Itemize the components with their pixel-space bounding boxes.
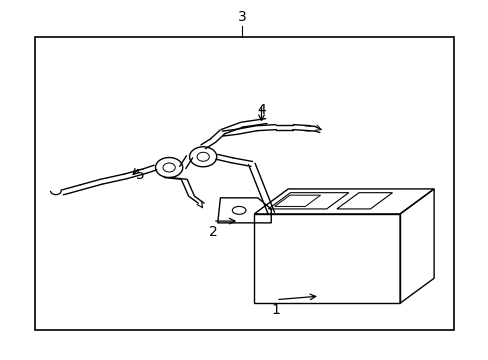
Text: 1: 1 [271,303,280,318]
Text: 5: 5 [135,168,144,182]
Text: 3: 3 [237,10,246,24]
Text: 4: 4 [257,103,265,117]
Bar [35,37,453,330]
Text: 2: 2 [208,225,217,239]
